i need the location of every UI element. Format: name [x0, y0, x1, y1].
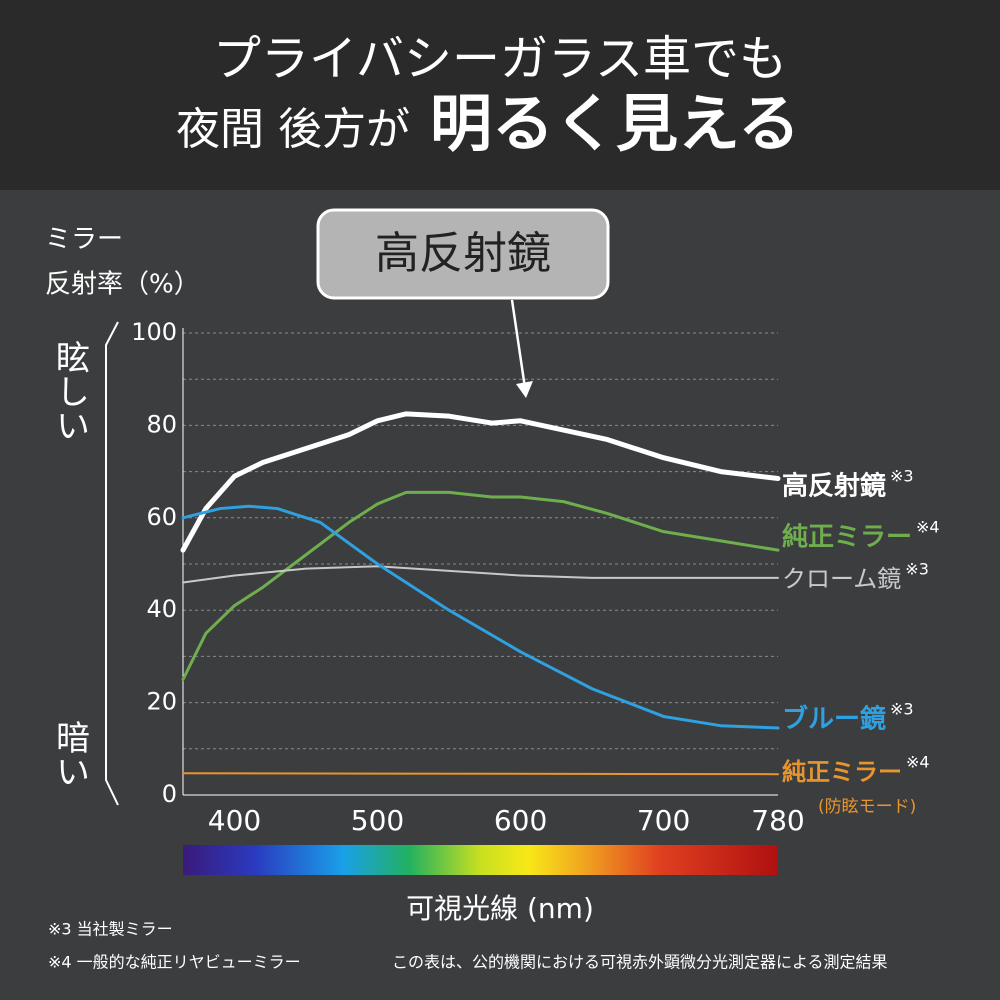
footnote: この表は、公的機関における可視赤外顕微分光測定器による測定結果: [392, 953, 888, 972]
series-label: 純正ミラー: [782, 758, 902, 786]
x-tick-label: 780: [751, 804, 804, 837]
callout-box: [316, 208, 610, 300]
title: プライバシーガラス車でも: [213, 31, 787, 87]
range-bracket: [105, 321, 119, 806]
series-line: [180, 411, 781, 553]
series-label: ブルー鏡: [782, 704, 886, 735]
y-title: ミラー: [45, 225, 123, 255]
subtitle-large: 明るく見える: [430, 87, 800, 160]
series-note: ※4: [906, 753, 930, 772]
footnote: ※3 当社製ミラー: [48, 920, 173, 939]
spectrum-bar: [183, 845, 778, 875]
y-tick-label: 40: [146, 595, 177, 623]
series-label: クローム鏡: [782, 565, 901, 593]
series-line: [181, 490, 780, 681]
header-band: [0, 0, 1000, 190]
x-tick-label: 700: [637, 804, 690, 837]
callout-arrowhead: [516, 381, 533, 398]
callout: 高反射鏡: [375, 228, 551, 279]
y-tick-label: 80: [146, 410, 177, 438]
y-tick-label: 0: [162, 780, 177, 808]
series-label: 高反射鏡: [782, 471, 886, 502]
x-tick-label: 400: [208, 804, 261, 837]
y-bottom-note: 暗い: [50, 720, 90, 788]
series-note: ※3: [905, 560, 929, 579]
series-label: 純正ミラー: [782, 522, 912, 553]
callout-arrow: [510, 299, 527, 389]
series-line: [181, 504, 780, 730]
y-tick-label: 60: [146, 503, 177, 531]
y-top-note: 眩しい: [50, 340, 90, 442]
y-tick-label: 20: [146, 688, 177, 716]
footnote: ※4 一般的な純正リヤビューミラー: [48, 953, 301, 972]
y-title: 反射率（%）: [45, 270, 200, 300]
subtitle-small: 夜間 後方が: [176, 104, 410, 155]
y-tick-label: 100: [131, 318, 177, 346]
series-line: [182, 565, 779, 584]
series-line: [182, 772, 779, 776]
x-title: 可視光線 (nm): [406, 892, 594, 925]
series-note: ※4: [916, 518, 940, 537]
series-note: ※3: [890, 700, 914, 719]
series-sublabel: (防眩モード): [818, 797, 916, 817]
series-note: ※3: [890, 467, 914, 486]
x-tick-label: 500: [351, 804, 404, 837]
x-tick-label: 600: [494, 804, 547, 837]
